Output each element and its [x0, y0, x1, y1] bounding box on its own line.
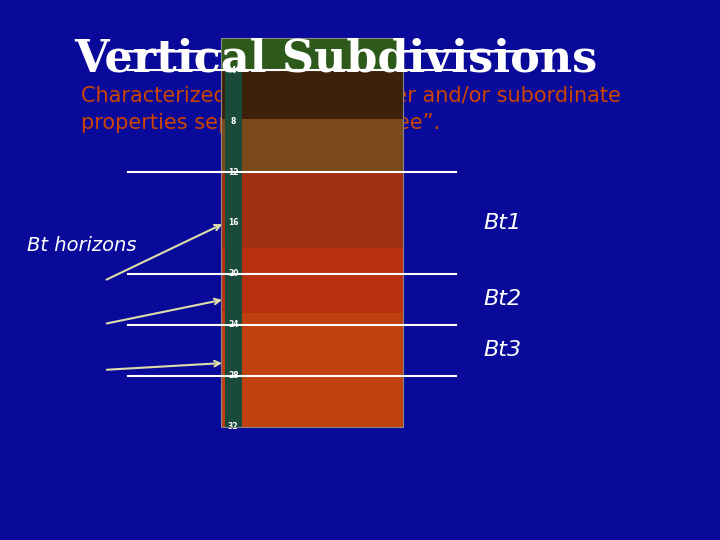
Text: 24: 24	[228, 320, 238, 329]
Bar	[222, 119, 402, 173]
Text: Bt2: Bt2	[483, 289, 521, 309]
Bar	[222, 38, 402, 70]
Text: Characterized by similar master and/or subordinate
properties separated by “degr: Characterized by similar master and/or s…	[81, 86, 621, 133]
Text: Vertical Subdivisions: Vertical Subdivisions	[74, 38, 597, 81]
Text: 20: 20	[228, 269, 238, 278]
Bar	[222, 38, 402, 427]
Text: 4: 4	[230, 66, 236, 75]
Text: Bt1: Bt1	[483, 213, 521, 233]
Text: 28: 28	[228, 371, 238, 380]
Text: 32: 32	[228, 422, 238, 431]
Text: Bt horizons: Bt horizons	[27, 236, 136, 255]
Bar	[222, 248, 402, 313]
Text: 12: 12	[228, 167, 238, 177]
Bar	[225, 70, 242, 427]
Bar	[222, 70, 402, 119]
Text: Bt3: Bt3	[483, 340, 521, 360]
Text: 16: 16	[228, 219, 238, 227]
Bar	[222, 313, 402, 427]
Bar	[222, 173, 402, 248]
Text: 8: 8	[230, 117, 236, 126]
